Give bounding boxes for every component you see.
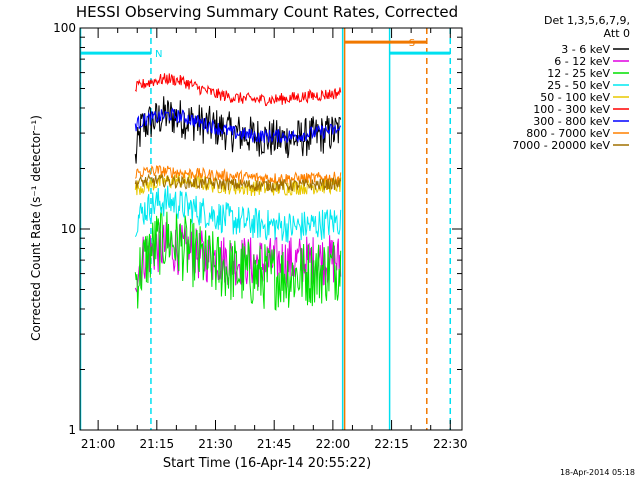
x-tick-label: 21:00: [81, 437, 116, 451]
legend-label-1: 3 - 6 keV: [561, 43, 610, 56]
plot-area: NS: [79, 28, 452, 430]
legend-label-5: 50 - 100 keV: [540, 91, 610, 104]
saa-flag-label: S: [409, 38, 415, 49]
y-axis-label: Corrected Count Rate (s⁻¹ detector⁻¹): [29, 115, 43, 341]
series-line-4: [134, 185, 342, 243]
night-flag-label: N: [155, 49, 162, 60]
series-line-9: [134, 173, 342, 193]
series-line-8: [134, 165, 342, 186]
legend-label-3: 12 - 25 keV: [547, 67, 610, 80]
x-tick-label: 22:15: [374, 437, 409, 451]
footer-timestamp: 18-Apr-2014 05:18: [560, 468, 635, 477]
series-line-3: [134, 207, 342, 311]
legend-label-8: 800 - 7000 keV: [526, 127, 610, 140]
x-tick-label: 22:30: [433, 437, 468, 451]
legend-header-line-1: Det 1,3,5,6,7,9,: [544, 14, 630, 27]
y-tick-label: 1: [68, 423, 76, 437]
y-tick-label: 10: [61, 222, 76, 236]
legend-label-9: 7000 - 20000 keV: [512, 139, 610, 152]
legend-header-line-2: Att 0: [604, 27, 630, 40]
y-tick-label: 100: [53, 21, 76, 35]
x-tick-label: 21:15: [140, 437, 175, 451]
x-tick-label: 21:45: [257, 437, 292, 451]
plot-frame: [79, 27, 463, 431]
legend-label-6: 100 - 300 keV: [533, 103, 610, 116]
series-line-7: [134, 107, 342, 144]
legend-label-4: 25 - 50 keV: [547, 79, 610, 92]
x-tick-label: 22:00: [316, 437, 351, 451]
series-line-6: [134, 73, 342, 107]
legend-label-7: 300 - 800 keV: [533, 115, 610, 128]
legend-label-2: 6 - 12 keV: [554, 55, 610, 68]
x-tick-label: 21:30: [198, 437, 233, 451]
series-line-2: [134, 222, 342, 293]
axes: 1 10 100 21:00 21:15 21:30 21:45 22:00 22:15 22:3…: [53, 21, 467, 451]
chart-title: HESSI Observing Summary Count Rates, Cor…: [76, 3, 458, 21]
x-axis-label: Start Time (16-Apr-14 20:55:22): [163, 456, 371, 471]
